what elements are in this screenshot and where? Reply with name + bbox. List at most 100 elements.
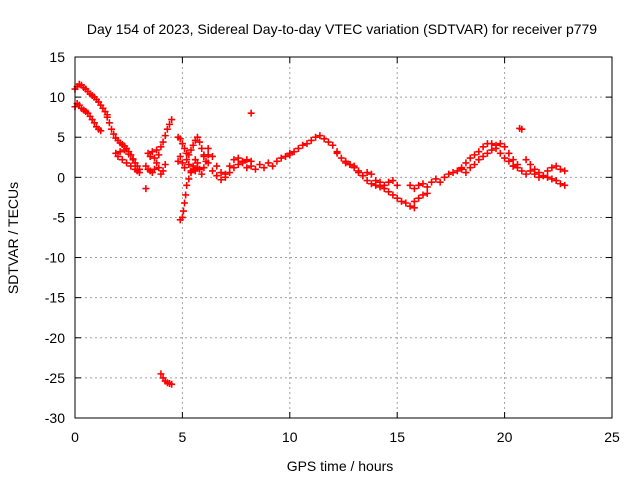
data-point (168, 116, 176, 124)
data-point (166, 120, 174, 128)
data-point (299, 141, 307, 149)
data-point (163, 125, 171, 133)
data-point (526, 160, 534, 168)
data-point (496, 149, 504, 157)
grid-lines (75, 57, 612, 418)
data-point (483, 149, 491, 157)
data-point (286, 151, 294, 159)
data-point (552, 177, 560, 185)
data-point (243, 156, 251, 164)
series-track-eighteen-twenty (458, 140, 517, 172)
data-point (178, 213, 186, 221)
data-point (251, 165, 259, 173)
data-point (466, 164, 474, 172)
data-point (471, 151, 479, 159)
data-point (363, 177, 371, 185)
data-point (127, 162, 135, 170)
data-point (247, 109, 255, 117)
series-track-twelve-fifteen-b (342, 159, 418, 212)
series-track-eight-ten (247, 149, 294, 173)
data-point (389, 177, 397, 185)
data-point (462, 159, 470, 167)
data-point (432, 175, 440, 183)
data-point (518, 167, 526, 175)
data-point (406, 202, 414, 210)
data-point (535, 173, 543, 181)
data-point (247, 162, 255, 170)
data-point (466, 154, 474, 162)
data-point (243, 164, 251, 172)
series-track-sixteen-low (410, 189, 431, 205)
y-tick-label: 10 (49, 89, 65, 105)
data-point (475, 156, 483, 164)
data-point (561, 167, 569, 175)
data-point (204, 144, 212, 152)
data-point (174, 157, 182, 165)
data-point (458, 164, 466, 172)
data-point (157, 143, 165, 151)
data-point (526, 167, 534, 175)
data-point (307, 136, 315, 144)
data-point (479, 152, 487, 160)
data-point (372, 177, 380, 185)
data-point (116, 148, 124, 156)
data-point (155, 164, 163, 172)
data-point (193, 133, 201, 141)
data-point (256, 160, 264, 168)
data-point (419, 180, 427, 188)
data-point (155, 151, 163, 159)
data-point (544, 173, 552, 181)
data-point (355, 169, 363, 177)
data-point (114, 152, 122, 160)
series-track-rise-four (144, 116, 176, 162)
data-point (410, 204, 418, 212)
data-point (376, 178, 384, 186)
data-point (213, 162, 221, 170)
series-track-eighteen-twenty-b (462, 140, 521, 177)
data-point (221, 170, 229, 178)
series-track-decline (103, 113, 143, 173)
data-point (509, 156, 517, 164)
data-point (120, 146, 128, 154)
data-point (108, 125, 116, 133)
chart-title: Day 154 of 2023, Sidereal Day-to-day VTE… (87, 21, 597, 37)
data-point (181, 144, 189, 152)
data-point (183, 156, 191, 164)
data-point (393, 194, 401, 202)
data-point (479, 143, 487, 151)
data-point (239, 159, 247, 167)
data-point (200, 152, 208, 160)
data-point (402, 199, 410, 207)
data-point (178, 159, 186, 167)
y-tick-labels: 15 10 5 0 -5 -10 -15 -20 -25 -30 (45, 49, 65, 426)
series-track-five (174, 133, 208, 159)
data-point (273, 157, 281, 165)
data-point (193, 164, 201, 172)
x-tick-label: 10 (282, 429, 298, 445)
x-tick-label: 15 (389, 429, 405, 445)
data-point (118, 156, 126, 164)
data-points (71, 80, 569, 388)
data-point (496, 140, 504, 148)
data-point (168, 380, 176, 388)
data-point (436, 178, 444, 186)
data-point (445, 170, 453, 178)
data-point (204, 151, 212, 159)
data-point (342, 159, 350, 167)
data-point (303, 140, 311, 148)
data-point (90, 119, 98, 127)
data-point (185, 160, 193, 168)
data-point (346, 160, 354, 168)
data-point (123, 159, 131, 167)
data-point (522, 170, 530, 178)
data-point (488, 146, 496, 154)
data-point (337, 154, 345, 162)
data-point (150, 154, 158, 162)
data-point (226, 169, 234, 177)
data-point (397, 197, 405, 205)
series-track-twenty-one (509, 162, 530, 178)
data-point (423, 189, 431, 197)
data-point (518, 125, 526, 133)
y-tick-label: 15 (49, 49, 65, 65)
